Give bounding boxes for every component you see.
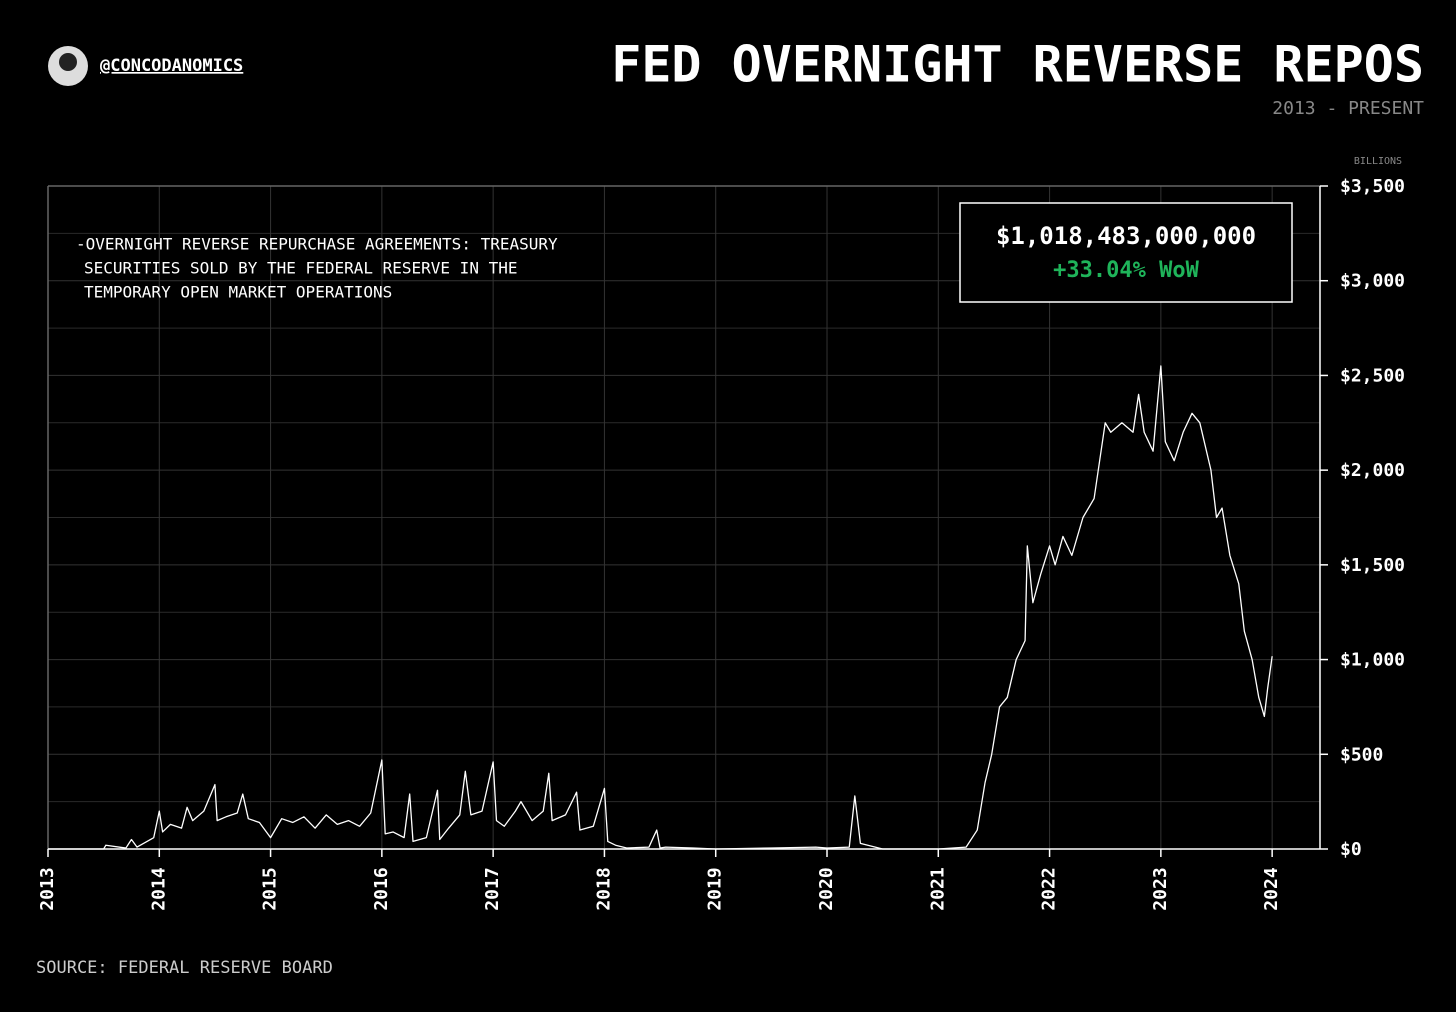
y-unit: BILLIONS [1354, 156, 1402, 167]
annotation-line: SECURITIES SOLD BY THE FEDERAL RESERVE I… [84, 259, 517, 278]
x-tick-label: 2016 [371, 867, 392, 910]
x-tick-label: 2015 [260, 867, 281, 910]
annotation-line: -OVERNIGHT REVERSE REPURCHASE AGREEMENTS… [76, 235, 558, 254]
x-tick-label: 2018 [593, 867, 614, 910]
subtitle: 2013 - PRESENT [1272, 98, 1424, 119]
y-tick-label: $3,500 [1340, 176, 1405, 197]
x-tick-label: 2017 [482, 867, 503, 910]
x-tick-label: 2021 [927, 867, 948, 910]
y-tick-label: $1,000 [1340, 650, 1405, 671]
plot [48, 365, 1273, 850]
y-tick-label: $3,000 [1340, 271, 1405, 292]
x-tick-label: 2019 [705, 867, 726, 910]
y-tick-label: $2,000 [1340, 460, 1405, 481]
y-tick-label: $2,500 [1340, 365, 1405, 386]
callout-change: +33.04% WoW [1053, 258, 1199, 283]
y-tick-label: $1,500 [1340, 555, 1405, 576]
handle: @CONCODANOMICS [100, 56, 243, 76]
x-tick-label: 2024 [1261, 867, 1282, 911]
annotation-line: TEMPORARY OPEN MARKET OPERATIONS [84, 283, 392, 302]
source: SOURCE: FEDERAL RESERVE BOARD [36, 958, 333, 978]
avatar-head [59, 53, 77, 71]
x-tick-label: 2013 [37, 867, 58, 910]
callout-box [959, 202, 1293, 303]
x-tick-label: 2022 [1039, 867, 1060, 910]
y-tick-label: $0 [1340, 839, 1362, 860]
y-tick-label: $500 [1340, 744, 1383, 765]
chart-title: FED OVERNIGHT REVERSE REPOS [611, 36, 1424, 94]
x-tick-label: 2023 [1150, 867, 1171, 910]
data-line [48, 365, 1273, 850]
x-tick-label: 2014 [148, 867, 169, 911]
x-tick-label: 2020 [816, 867, 837, 910]
callout-value: $1,018,483,000,000 [996, 222, 1256, 250]
